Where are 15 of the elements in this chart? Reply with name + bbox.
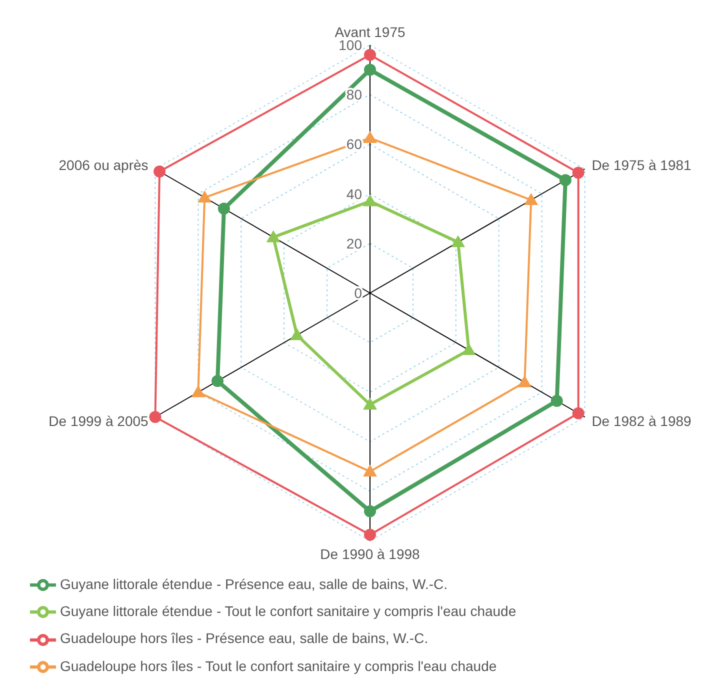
spoke-label: De 1975 à 1981 — [592, 156, 692, 173]
y-tick-label: 40 — [346, 186, 362, 202]
legend-label: Guadeloupe hors îles - Tout le confort sanitaire y compris l'eau chaude — [60, 658, 497, 674]
spoke-label: De 1999 à 2005 — [48, 412, 149, 429]
legend-label: Guadeloupe hors îles - Présence eau, salle de bains, W.-C. — [60, 630, 428, 646]
y-tick-label: 20 — [346, 235, 362, 252]
spoke-label: De 1990 à 1998 — [320, 546, 420, 562]
legend-label: Guyane littorale étendue - Tout le confort sanitaire y compris l'eau chaude — [60, 603, 516, 620]
spoke-label: De 1982 à 1989 — [592, 412, 692, 429]
legend-label: Guyane littorale étendue - Présence eau, salle de bains, W.-C. — [60, 576, 448, 592]
y-tick-label: 100 — [338, 37, 362, 53]
spoke-label: 2006 ou après — [58, 156, 148, 173]
y-tick-label: 80 — [346, 86, 362, 103]
spoke-label: Avant 1975 — [334, 24, 406, 40]
y-tick-label: 0 — [354, 285, 362, 301]
